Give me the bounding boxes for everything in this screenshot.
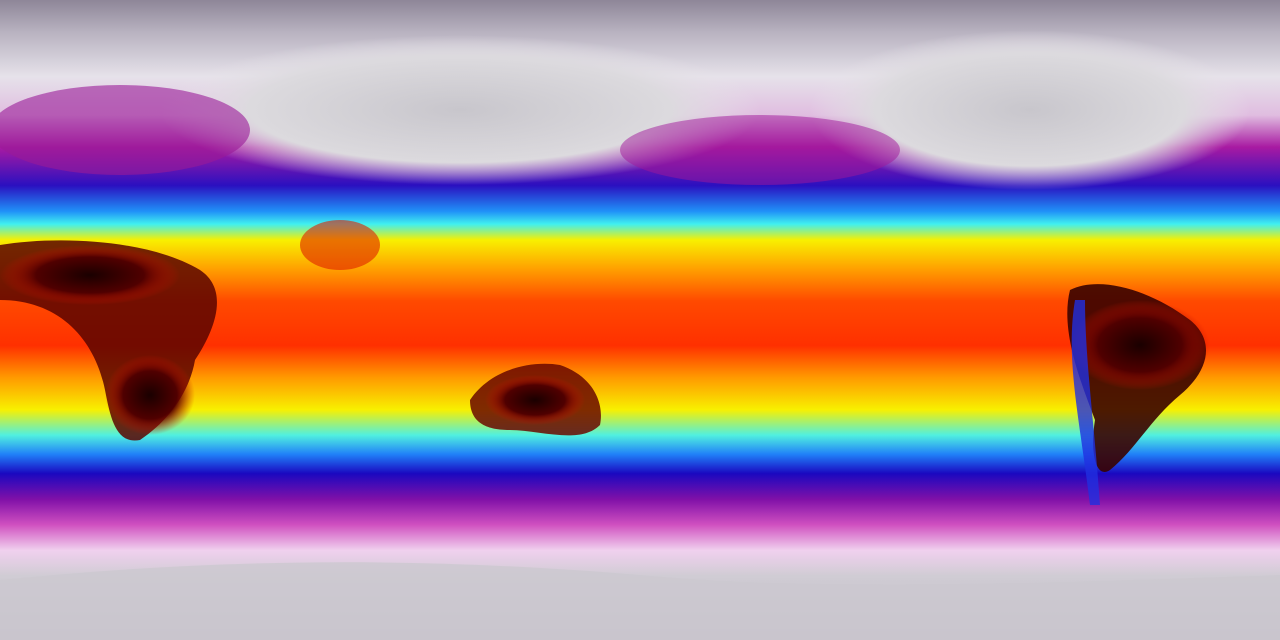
india-region	[300, 220, 380, 270]
antarctica-region	[0, 562, 1280, 640]
australia-hot-region	[485, 375, 585, 425]
sahara-hot-region	[0, 245, 180, 305]
north-pacific-magenta	[620, 115, 900, 185]
north-america-cold-region	[810, 30, 1250, 190]
europe-magenta-region	[0, 85, 250, 175]
eurasia-cold-region	[160, 35, 760, 185]
andes-cold-strip	[1071, 300, 1100, 505]
amazon-hot-region	[1070, 300, 1210, 390]
southern-africa-hot-region	[105, 355, 195, 435]
